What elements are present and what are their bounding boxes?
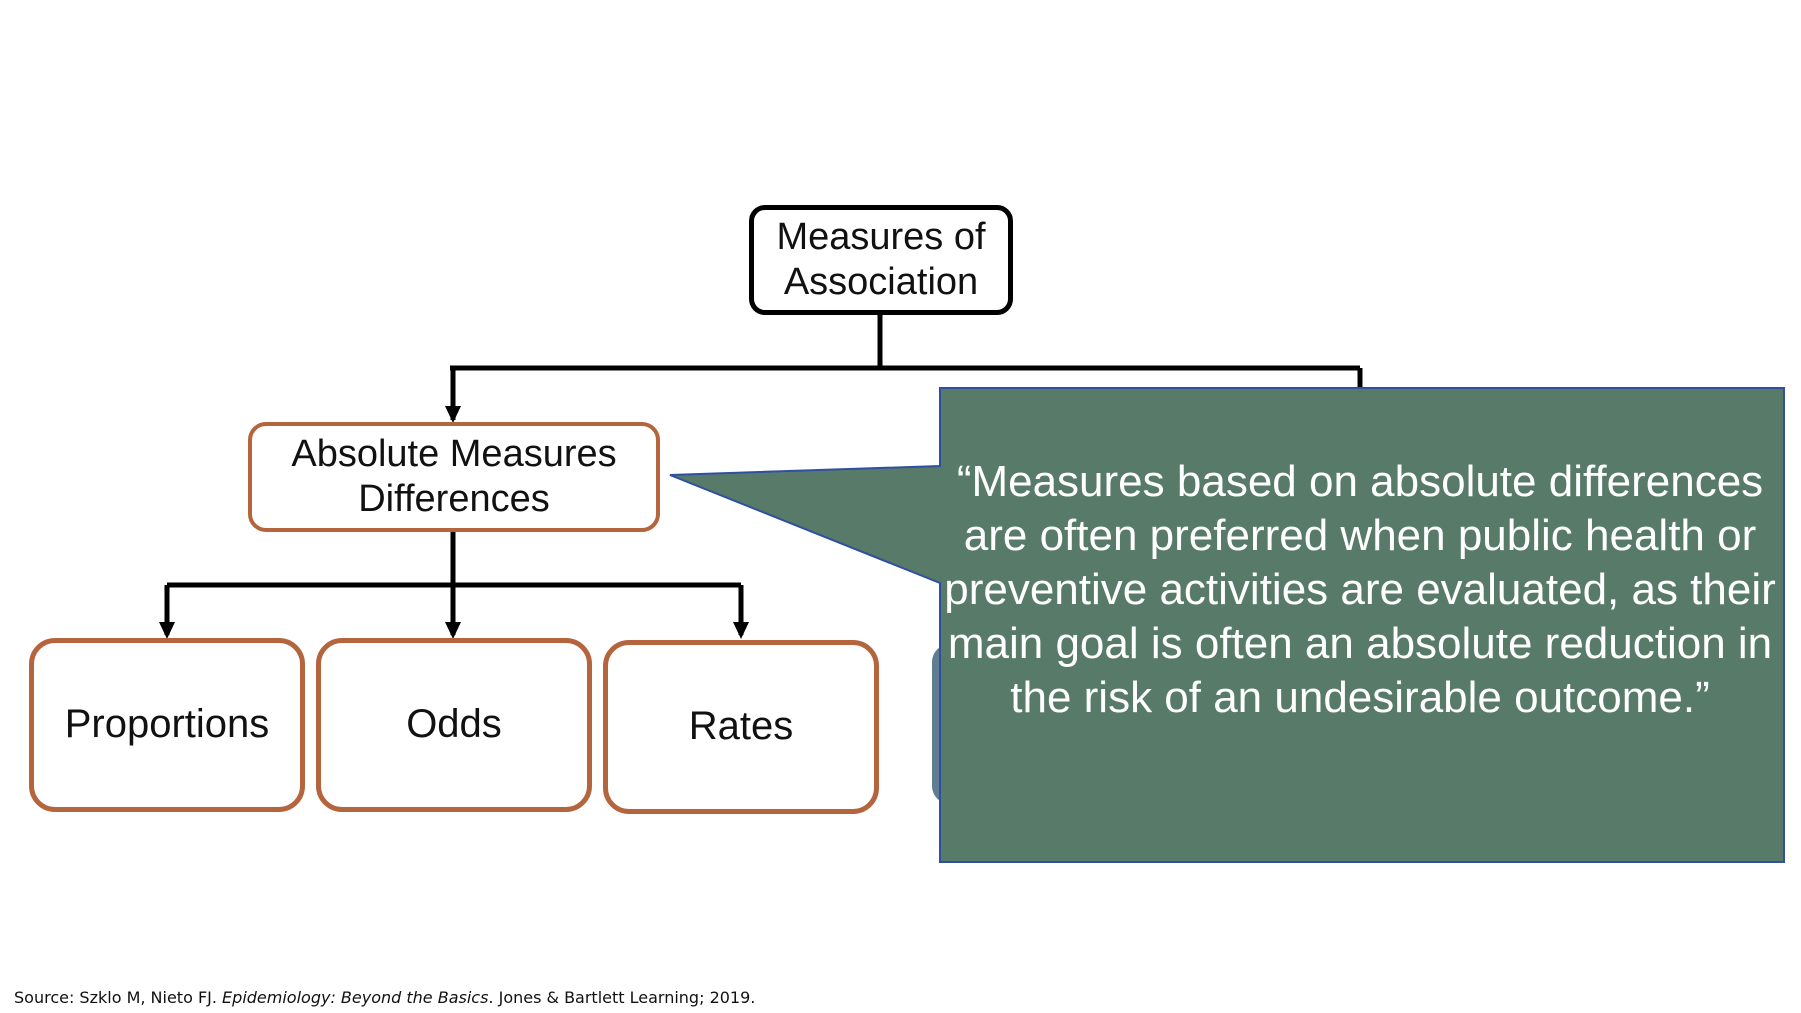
- source-suffix: . Jones & Bartlett Learning; 2019.: [488, 988, 756, 1007]
- arrowhead-proportions: [159, 622, 175, 639]
- root-node-measures-of-association: Measures of Association: [749, 205, 1013, 315]
- leaf-label-rates: Rates: [688, 704, 794, 749]
- leaf-node-odds: Odds: [316, 638, 592, 812]
- callout-quote-text: “Measures based on absolute differences …: [944, 457, 1776, 722]
- leaf-label-proportions: Proportions: [64, 702, 270, 747]
- root-node-line2: Association: [783, 261, 979, 303]
- source-citation: Source: Szklo M, Nieto FJ. Epidemiology:…: [14, 988, 755, 1007]
- callout-shape: [669, 387, 1785, 863]
- leaf-node-rates: Rates: [603, 640, 879, 814]
- arrowhead-absolute: [445, 406, 461, 423]
- node-absolute-measures: Absolute Measures Differences: [248, 422, 660, 532]
- leaf-label-odds: Odds: [406, 702, 502, 747]
- leaf-node-proportions: Proportions: [29, 638, 305, 812]
- source-book-title: Epidemiology: Beyond the Basics: [222, 988, 489, 1007]
- source-prefix: Source: Szklo M, Nieto FJ.: [14, 988, 223, 1007]
- node-absolute-line1: Absolute Measures: [291, 433, 617, 476]
- arrowhead-odds: [445, 622, 461, 639]
- arrowhead-rates: [733, 622, 749, 639]
- node-absolute-line2: Differences: [358, 478, 550, 520]
- root-node-line1: Measures of: [776, 216, 986, 259]
